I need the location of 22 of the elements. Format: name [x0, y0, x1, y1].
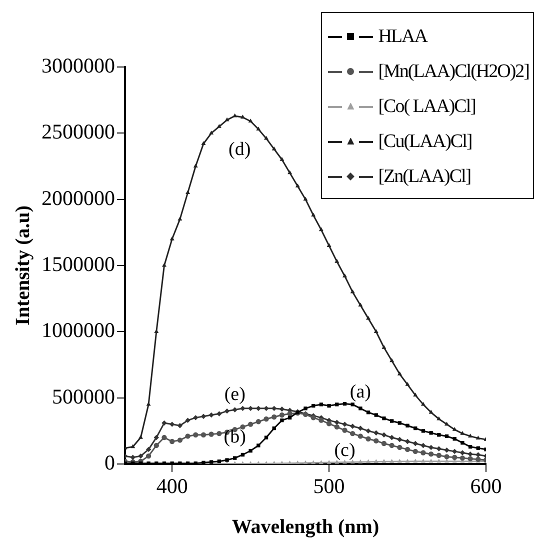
annotation: (c)	[334, 440, 356, 462]
y-tick-label: 0	[104, 450, 115, 475]
legend-label: [Co( LAA)Cl]	[378, 96, 476, 118]
annotation: (a)	[350, 381, 371, 402]
y-tick-label: 1500000	[42, 252, 115, 276]
x-tick-label: 400	[156, 474, 188, 498]
legend-label: [Cu(LAA)Cl]	[378, 130, 472, 152]
y-axis-title: Intensity (a.u)	[12, 205, 34, 326]
y-tick-label: 2000000	[42, 186, 115, 210]
x-tick-label: 600	[470, 474, 502, 498]
legend-label: HLAA	[378, 26, 427, 48]
x-axis-title: Wavelength (nm)	[232, 516, 380, 538]
legend-label: [Mn(LAA)Cl(H2O)2]	[378, 60, 529, 82]
y-tick-label: 2500000	[42, 120, 115, 144]
x-tick-label: 500	[313, 474, 345, 498]
annotation: (b)	[224, 426, 246, 448]
y-tick-label: 1000000	[42, 318, 115, 342]
annotation: (e)	[224, 384, 246, 405]
legend-label: [Zn(LAA)Cl]	[378, 166, 471, 188]
annotation: (d)	[228, 139, 251, 160]
y-tick-label: 500000	[52, 384, 115, 408]
y-tick-label: 3000000	[42, 54, 115, 78]
